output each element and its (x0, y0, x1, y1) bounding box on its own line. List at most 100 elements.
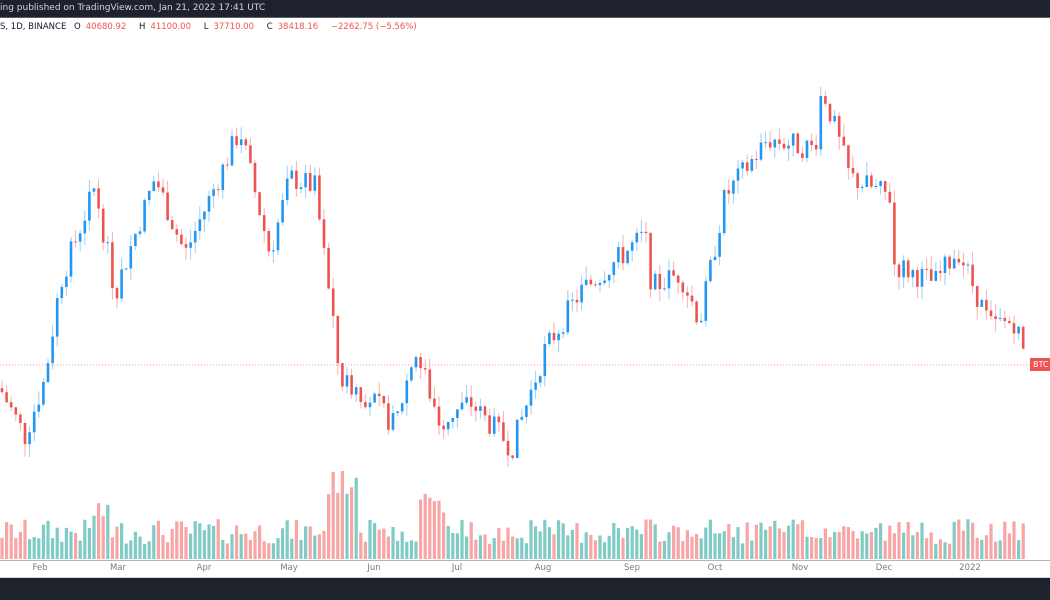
volume-bar (961, 530, 965, 559)
time-axis[interactable]: Feb Mar Apr May Jun Jul Aug Sep Oct Nov Dec 2022 (0, 560, 1050, 578)
volume-bar (897, 522, 901, 559)
candle (258, 191, 261, 216)
volume-bar (166, 542, 170, 559)
volume-bar (736, 527, 740, 559)
publish-header: ing published on TradingView.com, Jan 21… (0, 0, 1050, 18)
volume-bar (189, 533, 193, 559)
volume-bar (929, 532, 933, 559)
candle (198, 206, 202, 240)
candle (175, 224, 179, 242)
volume-bar (980, 539, 984, 559)
volume-bar (529, 520, 533, 559)
volume-bar (511, 536, 515, 559)
candle (83, 210, 87, 245)
candle (787, 139, 790, 162)
volume-bar (106, 504, 110, 559)
candle (203, 210, 206, 233)
volume-bar (60, 541, 64, 559)
candle (667, 259, 671, 300)
candle (994, 303, 997, 332)
time-tick-2022: 2022 (959, 563, 981, 573)
candle (92, 188, 96, 197)
candle (170, 216, 174, 230)
volume-bar (764, 529, 768, 559)
candle (722, 187, 726, 236)
volume-bar (299, 540, 303, 559)
volume-bar (575, 523, 579, 559)
candle (837, 112, 841, 150)
volume-bar (124, 543, 128, 559)
volume-bar (198, 523, 202, 559)
volume-bar (975, 537, 979, 559)
candle (695, 299, 698, 325)
volume-bar (750, 540, 754, 559)
volume-bar (635, 529, 639, 559)
volume-bar (74, 533, 78, 559)
volume-bar (216, 519, 220, 559)
candle (359, 387, 363, 409)
volume-bar (290, 538, 294, 559)
candle (1017, 325, 1020, 340)
volume-bar (727, 524, 731, 559)
high-value: 41100.00 (150, 22, 191, 32)
candle (745, 154, 749, 176)
candle (345, 366, 349, 394)
volume-bar (814, 537, 818, 559)
volume-bar (920, 522, 924, 559)
volume-bar (616, 528, 620, 559)
volume-bar (672, 525, 676, 559)
candle (161, 178, 165, 197)
volume-bar (405, 541, 409, 559)
candle (704, 276, 708, 327)
volume-bar (101, 516, 105, 559)
candlestick-chart[interactable] (0, 36, 1050, 560)
candle (235, 127, 238, 149)
candle (364, 393, 367, 409)
volume-bar (759, 522, 763, 559)
candle (658, 264, 662, 302)
volume-bar (193, 521, 197, 559)
candle (193, 221, 197, 253)
volume-bar (497, 528, 501, 559)
volume-bar (994, 541, 998, 559)
candle (630, 239, 634, 262)
candle (805, 139, 809, 163)
close-value: 38418.16 (277, 22, 319, 32)
candle (607, 273, 611, 289)
candle (888, 182, 892, 205)
volume-bar (492, 537, 496, 559)
volume-bar (580, 542, 584, 559)
volume-bar (598, 535, 602, 559)
candle (239, 127, 243, 154)
volume-bar (603, 542, 607, 559)
candle (552, 322, 556, 345)
candle (69, 236, 73, 283)
candle (373, 391, 376, 403)
candle (759, 133, 763, 162)
volume-bar (538, 531, 542, 559)
candle (948, 254, 951, 276)
candle (920, 261, 924, 300)
candle (129, 234, 133, 280)
volume-bar (446, 525, 450, 559)
volume-bar (170, 528, 174, 559)
candle (336, 314, 340, 376)
volume-bar (626, 528, 630, 559)
candle (957, 249, 961, 266)
volume-bar (552, 534, 556, 559)
candle (1008, 316, 1011, 325)
candle (741, 159, 744, 179)
volume-bar (860, 531, 864, 559)
candle (718, 225, 721, 266)
volume-bar (690, 536, 694, 559)
volume-bar (984, 535, 988, 559)
volume-bar (1003, 521, 1007, 559)
time-tick-jul: Jul (451, 563, 463, 573)
candle (534, 370, 537, 399)
candle (419, 352, 422, 380)
candle (262, 207, 266, 244)
open-label: O (74, 22, 81, 32)
volume-bar (520, 537, 524, 559)
candle (120, 257, 123, 302)
volume-bar (281, 528, 285, 559)
